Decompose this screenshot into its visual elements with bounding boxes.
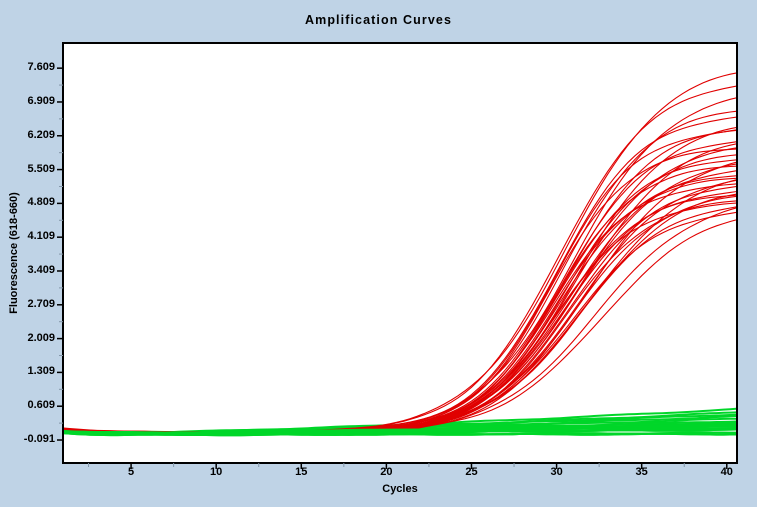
x-axis-label: Cycles bbox=[382, 483, 418, 495]
green-amplification-curve bbox=[64, 428, 736, 435]
green-amplification-curve bbox=[64, 431, 736, 436]
chart-title: Amplification Curves bbox=[304, 13, 453, 27]
plot-area bbox=[62, 42, 738, 464]
curves-layer bbox=[64, 72, 736, 437]
